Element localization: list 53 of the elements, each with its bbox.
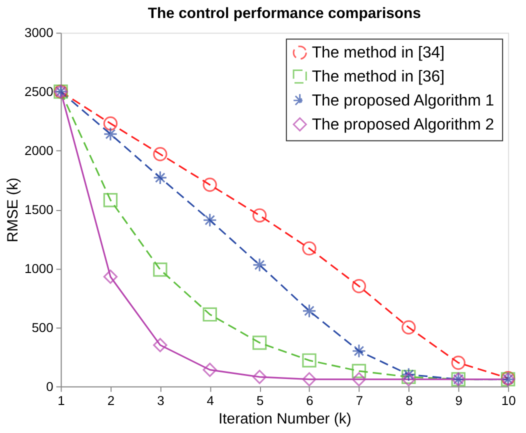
x-tick-label: 7: [356, 392, 364, 408]
point: [202, 178, 217, 192]
y-tick-label: 1000: [24, 260, 54, 276]
point: [352, 279, 366, 294]
y-tick-label: 1500: [24, 202, 54, 218]
point: [302, 372, 316, 386]
point: [252, 336, 267, 350]
point: [352, 344, 366, 358]
x-tick-label: 2: [107, 392, 115, 408]
point: [451, 356, 466, 370]
point: [202, 362, 217, 377]
y-axis-title: RMSE (k): [4, 178, 22, 242]
x-tick-label: 3: [157, 392, 164, 408]
point: [252, 208, 267, 223]
y-tick-label: 2500: [24, 84, 54, 100]
point: [202, 213, 217, 228]
x-tick-label: 10: [501, 392, 516, 408]
y-tick-label: 500: [32, 320, 54, 335]
point: [402, 370, 416, 384]
point: [402, 320, 416, 334]
point: [302, 304, 316, 318]
x-tick-label: 9: [455, 392, 462, 408]
point: [352, 364, 366, 378]
point: [302, 353, 316, 368]
legend-label: The method in [34]: [312, 44, 445, 62]
x-tick-label: 5: [256, 392, 264, 408]
legend-label: The proposed Algorithm 2: [312, 116, 494, 134]
x-axis-title: Iteration Number (k): [218, 410, 352, 428]
x-tick-label: 4: [206, 392, 214, 408]
legend-label: The method in [36]: [312, 68, 445, 86]
x-tick-label: 8: [406, 392, 413, 408]
legend-label: The proposed Algorithm 1: [312, 92, 494, 110]
point: [103, 270, 118, 284]
point: [153, 262, 168, 277]
point: [103, 192, 118, 208]
y-tick-label: 2000: [24, 143, 54, 158]
point: [103, 116, 118, 131]
point: [252, 370, 267, 384]
point: [153, 147, 168, 162]
y-tick-label: 0: [46, 378, 54, 394]
point: [352, 372, 366, 386]
x-tick-label: 6: [306, 392, 314, 408]
point: [302, 241, 316, 256]
point: [153, 338, 168, 352]
point: [252, 258, 267, 272]
point: [402, 367, 416, 382]
point: [402, 372, 416, 386]
x-tick-label: 1: [58, 392, 65, 408]
chart-title: The control performance comparisons: [148, 4, 421, 22]
point: [202, 307, 217, 322]
y-tick-label: 3000: [24, 25, 54, 40]
point: [103, 126, 118, 142]
point: [153, 170, 168, 185]
